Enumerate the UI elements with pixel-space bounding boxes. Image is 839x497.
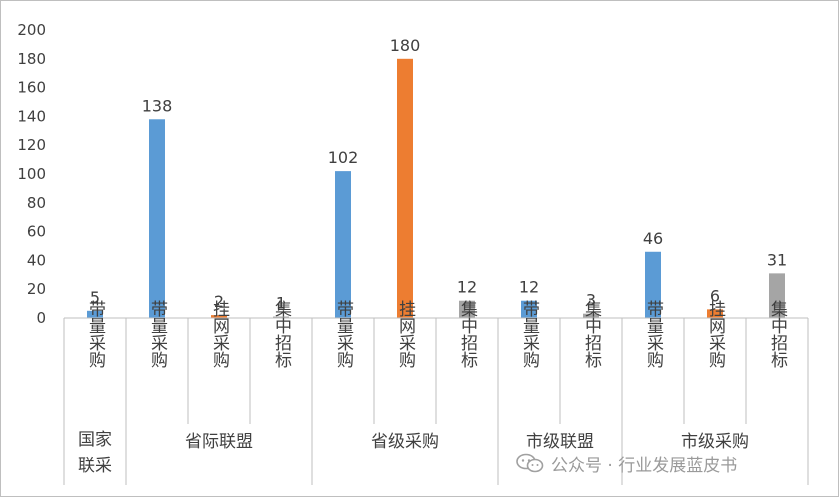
- data-label: 12: [457, 278, 477, 297]
- y-tick-label: 140: [17, 107, 46, 125]
- data-labels: 5 138 2 1 102 180 12 12 3 46 6 31: [90, 36, 787, 313]
- y-tick-label: 180: [17, 50, 46, 68]
- category-label: 集中招标: [767, 300, 788, 369]
- category-label: 挂网采购: [705, 300, 726, 369]
- data-label: 5: [90, 288, 100, 307]
- data-label: 6: [710, 286, 720, 305]
- y-tick-label: 120: [17, 136, 46, 154]
- y-axis: 0 20 40 60 80 100 120 140 160 180 200: [17, 21, 46, 327]
- data-label: 180: [390, 36, 421, 55]
- data-label: 46: [643, 229, 663, 248]
- group-label: 省级采购: [371, 432, 439, 452]
- data-label: 3: [586, 291, 596, 310]
- category-label: 带量采购: [519, 300, 540, 369]
- category-label: 带量采购: [147, 300, 168, 369]
- bar: [645, 251, 661, 318]
- group-label: 联采: [78, 456, 112, 476]
- bar: [769, 273, 785, 318]
- data-label: 31: [767, 250, 787, 269]
- data-label: 1: [276, 294, 286, 313]
- category-label: 集中招标: [271, 300, 292, 369]
- watermark-text: 公众号 · 行业发展蓝皮书: [551, 455, 738, 476]
- bar: [707, 309, 723, 318]
- bars: [87, 58, 785, 319]
- wechat-icon: [516, 453, 544, 473]
- group-label: 市级采购: [681, 432, 749, 452]
- category-label: 挂网采购: [209, 300, 230, 369]
- bar: [211, 315, 227, 318]
- category-label: 集中招标: [581, 300, 602, 369]
- y-tick-label: 60: [27, 223, 46, 241]
- group-label: 国家: [78, 430, 112, 450]
- category-label: 带量采购: [643, 300, 664, 369]
- category-label: 集中招标: [457, 300, 478, 369]
- bar: [149, 119, 165, 318]
- group-label: 市级联盟: [526, 432, 594, 452]
- y-tick-label: 160: [17, 79, 46, 97]
- y-tick-label: 80: [27, 194, 46, 212]
- y-tick-label: 200: [17, 21, 46, 39]
- y-tick-label: 0: [36, 309, 46, 327]
- data-label: 2: [214, 292, 224, 311]
- bar: [335, 171, 351, 318]
- data-label: 138: [142, 96, 173, 115]
- group-label: 省际联盟: [185, 432, 253, 452]
- bar: [273, 316, 289, 318]
- bar: [397, 58, 413, 319]
- bar: [521, 300, 537, 318]
- y-tick-label: 20: [27, 280, 46, 298]
- data-label: 12: [519, 278, 539, 297]
- category-axis: 带量采购 带量采购 挂网采购 集中招标 带量采购 挂网采购 集中招标 带量采购 集中招标 带量采购…: [63, 300, 809, 485]
- data-label: 102: [328, 148, 359, 167]
- bar: [87, 310, 103, 318]
- y-tick-label: 100: [17, 165, 46, 183]
- y-tick-label: 40: [27, 251, 46, 269]
- category-label: 带量采购: [333, 300, 354, 369]
- watermark: 公众号 · 行业发展蓝皮书: [515, 452, 738, 476]
- category-label: 带量采购: [85, 300, 106, 369]
- bar: [583, 313, 599, 318]
- bar: [459, 300, 475, 318]
- category-label: 挂网采购: [395, 300, 416, 369]
